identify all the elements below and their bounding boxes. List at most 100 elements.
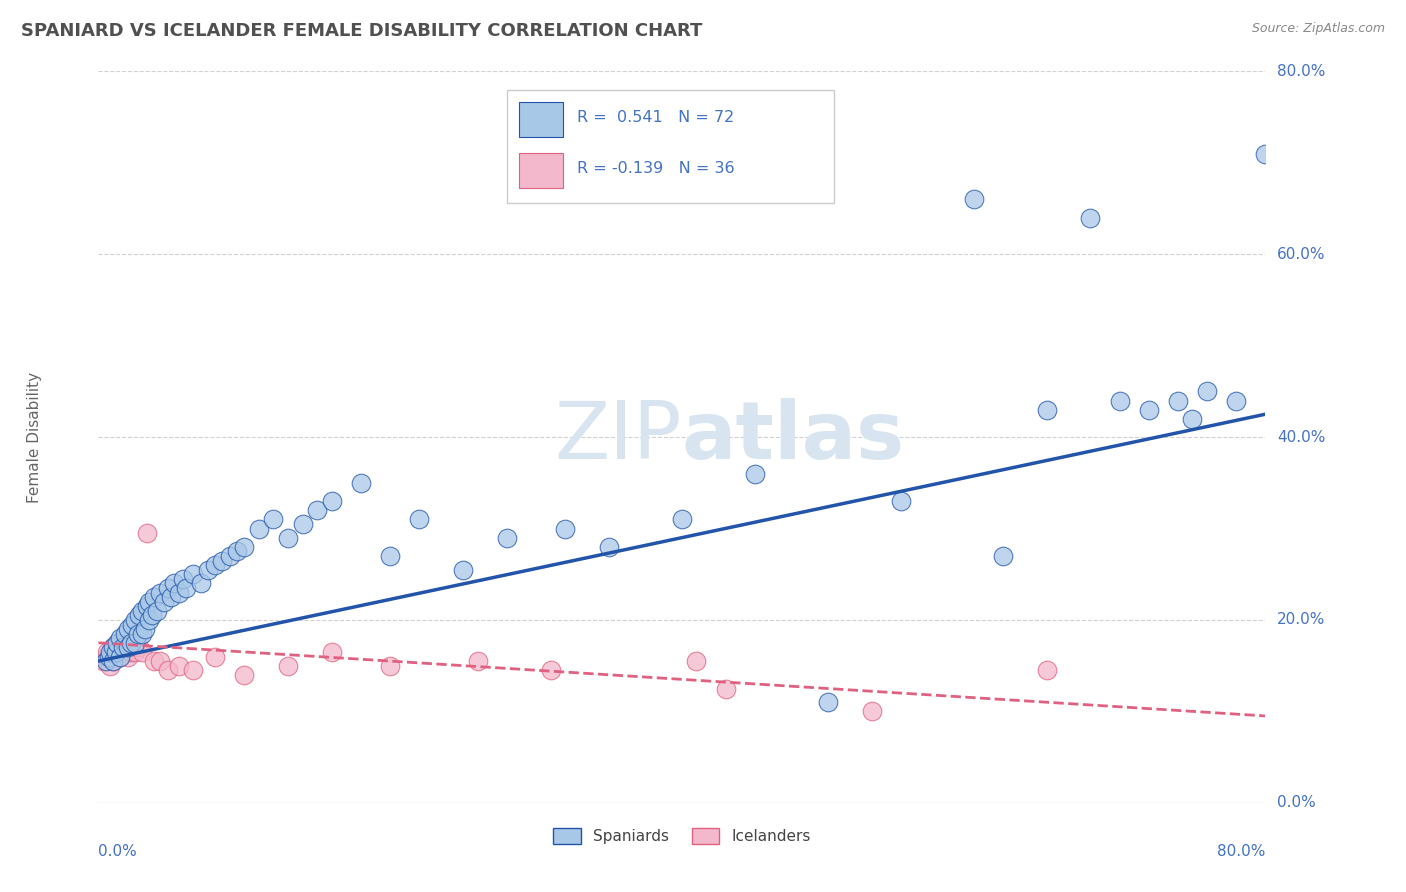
Point [142,590,165,604]
Point [124,645,146,659]
Point [163,576,186,591]
Point [174,581,197,595]
Point [554,521,576,535]
Point [1181,412,1204,426]
Point [135,526,157,541]
Point [110,636,132,650]
Point [1167,393,1189,408]
Point [350,475,373,490]
Point [1225,393,1247,408]
Point [277,658,299,673]
Point [262,512,284,526]
Point [307,503,329,517]
Point [131,626,153,640]
Point [1080,211,1102,225]
Point [135,599,157,614]
Point [114,626,136,640]
Point [114,636,136,650]
Point [97,649,120,664]
Point [817,695,839,709]
FancyBboxPatch shape [519,153,562,188]
Point [142,654,165,668]
Point [117,640,139,655]
Point [277,531,299,545]
Text: 80.0%: 80.0% [1218,844,1265,859]
Point [94,654,117,668]
Text: 40.0%: 40.0% [1277,430,1326,444]
Point [496,531,519,545]
Text: 0.0%: 0.0% [1277,796,1316,810]
Point [105,636,128,650]
Point [101,654,124,668]
Point [120,645,142,659]
Point [233,540,256,554]
Text: 0.0%: 0.0% [98,844,138,859]
Point [467,654,489,668]
Point [197,563,219,577]
Point [124,613,146,627]
Point [120,636,142,650]
Point [1035,663,1057,677]
Point [101,640,124,655]
Point [98,658,121,673]
Point [1108,393,1130,408]
Point [104,645,127,659]
Point [121,636,143,650]
Point [131,604,153,618]
Point [105,636,128,650]
Text: Female Disability: Female Disability [27,371,42,503]
Point [157,581,180,595]
Point [96,645,118,659]
Point [991,549,1014,563]
Text: R =  0.541   N = 72: R = 0.541 N = 72 [576,110,734,125]
Legend: Spaniards, Icelanders: Spaniards, Icelanders [547,822,817,850]
Point [117,622,139,636]
Point [291,516,314,531]
Point [451,563,474,577]
Text: 80.0%: 80.0% [1277,64,1326,78]
Point [110,649,132,664]
Point [540,663,562,677]
Point [181,567,204,582]
Point [157,663,180,677]
Point [204,649,226,664]
Point [1254,146,1277,161]
Point [211,553,233,567]
Point [98,645,121,659]
Point [121,617,143,632]
Point [321,494,343,508]
Point [380,549,402,563]
Point [962,192,984,206]
Point [226,544,249,558]
Point [104,645,127,659]
Point [110,632,132,646]
Text: atlas: atlas [682,398,905,476]
Point [218,549,240,563]
Point [134,622,156,636]
Point [110,649,132,664]
Point [860,705,883,719]
Point [744,467,766,481]
Point [124,636,146,650]
Point [128,608,150,623]
Point [190,576,212,591]
Point [671,512,693,526]
Point [1035,402,1057,417]
Point [408,512,430,526]
Point [101,654,124,668]
Point [91,654,114,668]
Text: 20.0%: 20.0% [1277,613,1326,627]
Point [598,540,620,554]
Point [167,585,190,599]
Text: R = -0.139   N = 36: R = -0.139 N = 36 [576,161,734,176]
Point [112,645,135,659]
Point [101,640,124,655]
Point [127,626,149,640]
Point [149,654,172,668]
Point [204,558,226,573]
Point [685,654,707,668]
Point [233,667,256,681]
Point [138,613,160,627]
Point [167,658,190,673]
Point [131,645,153,659]
